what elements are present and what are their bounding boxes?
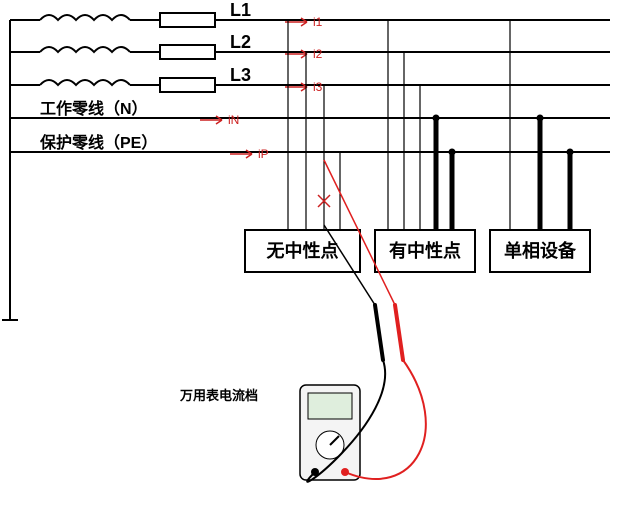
probe-red-body [395,305,403,360]
label-L1: L1 [230,0,251,20]
label-L3: L3 [230,65,251,85]
probe-black-body [375,305,383,360]
coil-L3 [40,80,130,85]
fuse-L3 [160,78,215,92]
meter-label: 万用表电流档 [179,388,258,403]
i-label-L3: i3 [313,80,323,94]
load-label-single_phase: 单相设备 [504,240,577,261]
i-label-N: iN [228,113,239,127]
i-label-L1: i1 [313,15,323,29]
label-N: 工作零线（N） [40,99,148,118]
label-L2: L2 [230,32,251,52]
i-label-L2: i2 [313,47,323,61]
load-label-with_neutral: 有中性点 [389,240,461,261]
i-label-PE: iP [258,147,269,161]
fuse-L2 [160,45,215,59]
coil-L1 [40,15,130,20]
label-PE: 保护零线（PE） [39,133,157,152]
coil-L2 [40,47,130,52]
fuse-L1 [160,13,215,27]
load-label-no_neutral: 无中性点 [267,240,339,261]
meter-screen [308,393,352,419]
